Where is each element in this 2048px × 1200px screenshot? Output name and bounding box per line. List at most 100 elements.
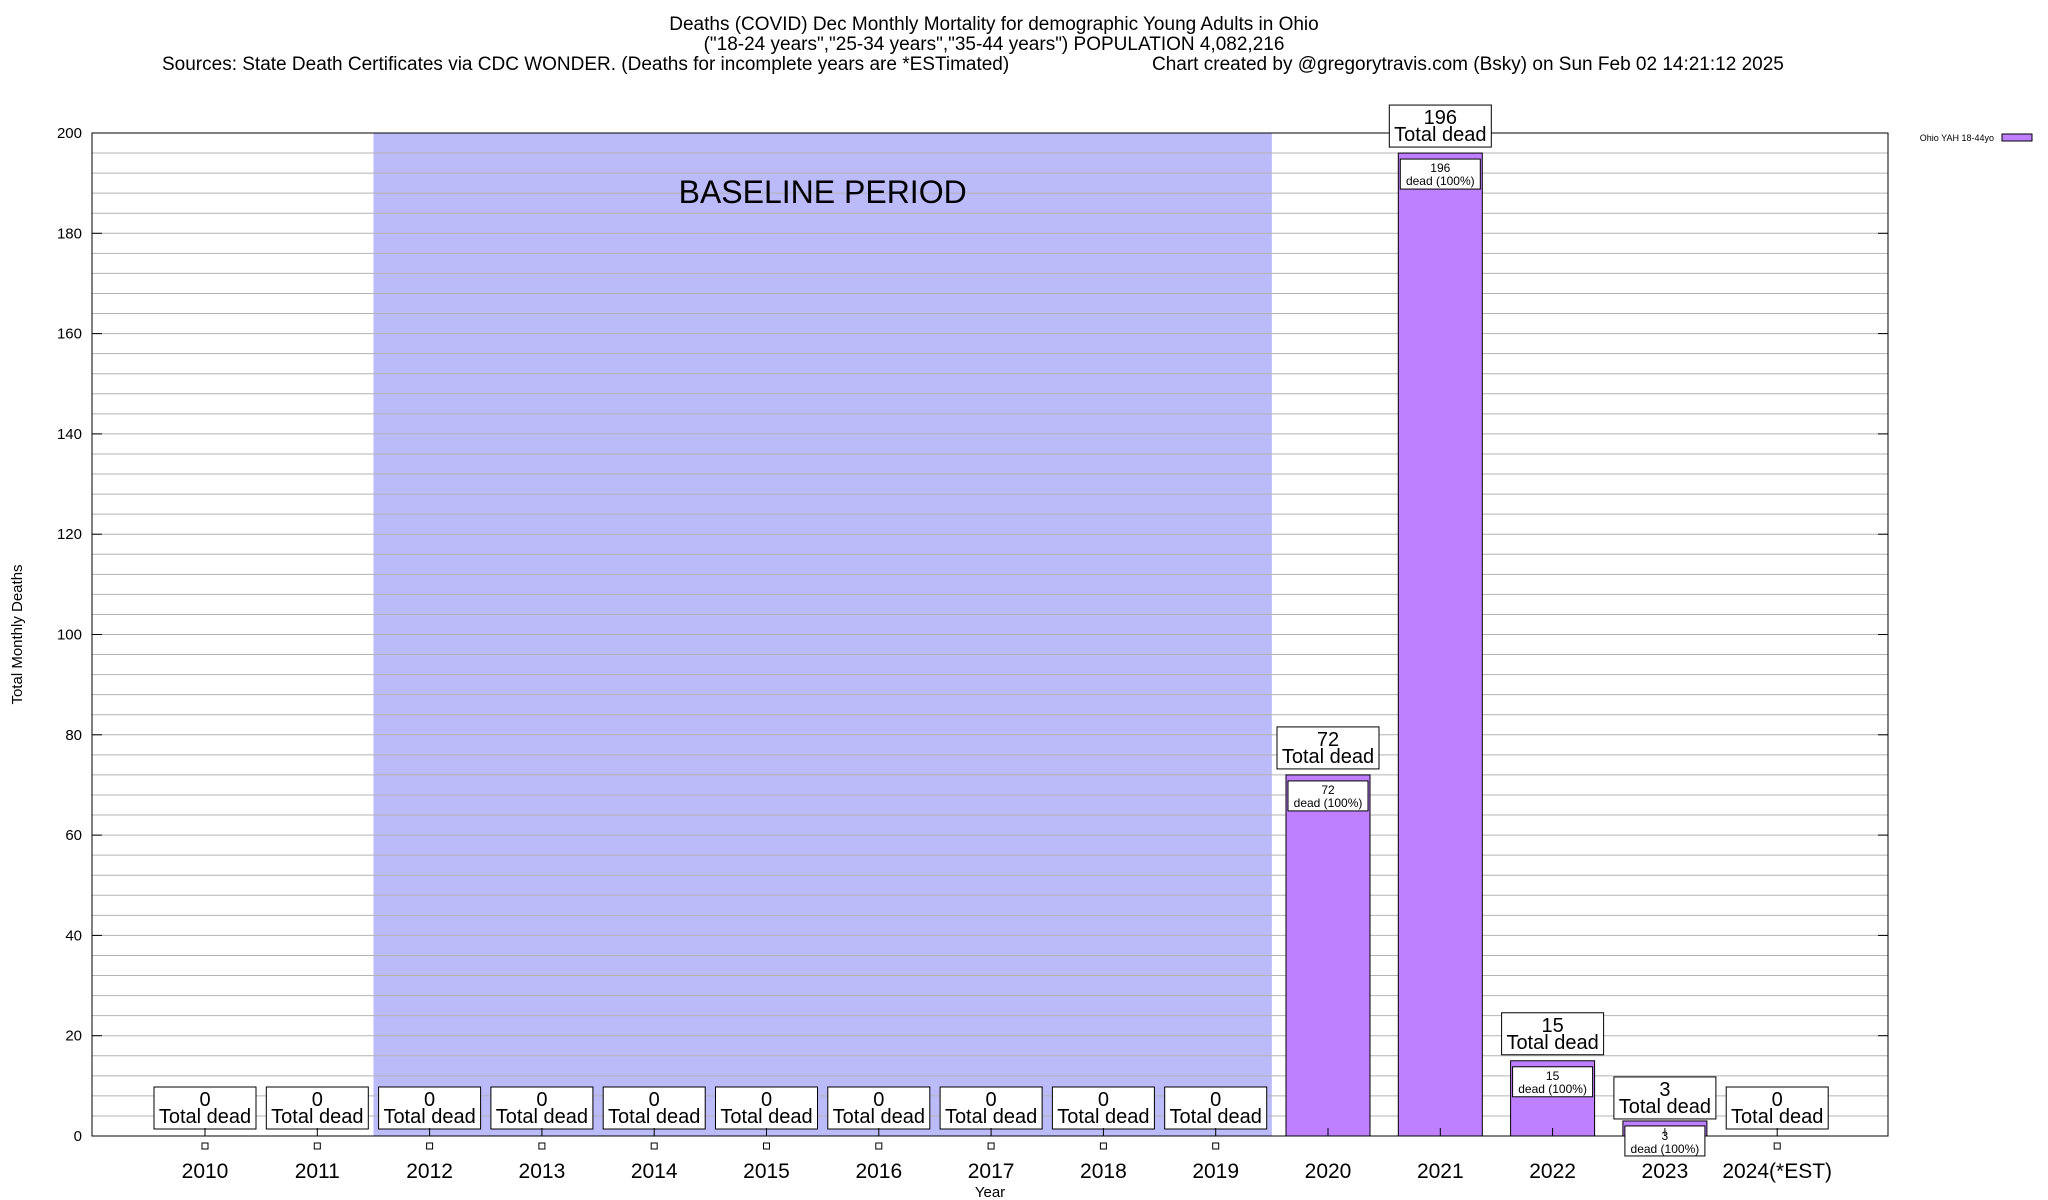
total-label-box <box>1164 1086 1268 1130</box>
total-value-label: 0 <box>761 1089 772 1111</box>
legend-swatch <box>2001 133 2033 142</box>
total-label-box <box>602 1086 706 1130</box>
chart-subtitle: ("18-24 years","25-34 years","35-44 year… <box>703 34 1285 55</box>
y-tick-label: 40 <box>65 927 82 944</box>
total-label-box <box>1501 1012 1605 1056</box>
x-tick-label: 2011 <box>295 1160 340 1183</box>
x-tick-label: 2014 <box>631 1160 678 1183</box>
zero-marker <box>313 1142 321 1150</box>
total-dead-label: Total dead <box>720 1106 812 1128</box>
zero-marker <box>426 1142 434 1150</box>
y-axis-title: Total Monthly Deaths <box>9 564 26 704</box>
bar-inner-label: dead (100%) <box>1518 1082 1587 1096</box>
total-dead-label: Total dead <box>1619 1096 1711 1118</box>
total-value-label: 0 <box>986 1089 997 1111</box>
total-label-box <box>1613 1076 1717 1120</box>
total-dead-label: Total dead <box>833 1106 925 1128</box>
total-value-label: 196 <box>1424 107 1457 129</box>
x-tick-label: 2019 <box>1192 1160 1239 1183</box>
total-value-label: 3 <box>1659 1079 1670 1101</box>
y-tick-label: 200 <box>57 125 82 142</box>
bar-inner-value: 15 <box>1546 1069 1560 1083</box>
total-label-box <box>827 1086 931 1130</box>
y-tick-label: 20 <box>65 1028 82 1045</box>
total-label-box <box>153 1086 257 1130</box>
zero-marker <box>1212 1142 1220 1150</box>
y-tick-label: 60 <box>65 827 82 844</box>
y-tick-label: 160 <box>57 326 82 343</box>
bar-inner-value: 196 <box>1430 161 1450 175</box>
chart-sources: Sources: State Death Certificates via CD… <box>162 54 1010 75</box>
total-label-box <box>378 1086 482 1130</box>
total-dead-label: Total dead <box>271 1106 363 1128</box>
total-dead-label: Total dead <box>945 1106 1037 1128</box>
total-value-label: 72 <box>1317 729 1339 751</box>
total-value-label: 0 <box>1098 1089 1109 1111</box>
total-value-label: 0 <box>873 1089 884 1111</box>
total-dead-label: Total dead <box>159 1106 251 1128</box>
total-dead-label: Total dead <box>1506 1032 1598 1054</box>
total-label-box <box>939 1086 1043 1130</box>
zero-marker <box>875 1142 883 1150</box>
zero-marker <box>987 1142 995 1150</box>
y-tick-label: 100 <box>57 627 82 644</box>
bar-inner-label-box <box>1287 780 1369 812</box>
bar-inner-label: dead (100%) <box>1294 796 1363 810</box>
x-tick-label: 2020 <box>1305 1160 1352 1183</box>
baseline-period-label: BASELINE PERIOD <box>679 174 967 210</box>
x-tick-label: 2010 <box>182 1160 229 1183</box>
x-tick-label: 2021 <box>1417 1160 1464 1183</box>
total-value-label: 15 <box>1541 1015 1563 1037</box>
x-tick-label: 2012 <box>406 1160 453 1183</box>
x-tick-label: 2022 <box>1529 1160 1576 1183</box>
total-value-label: 0 <box>536 1089 547 1111</box>
zero-marker <box>1099 1142 1107 1150</box>
total-dead-label: Total dead <box>496 1106 588 1128</box>
x-tick-label: 2016 <box>855 1160 902 1183</box>
x-tick-label: 2024(*EST) <box>1722 1160 1832 1183</box>
total-dead-label: Total dead <box>1170 1106 1262 1128</box>
y-tick-label: 180 <box>57 225 82 242</box>
total-dead-label: Total dead <box>1057 1106 1149 1128</box>
total-dead-label: Total dead <box>1731 1106 1823 1128</box>
zero-marker <box>650 1142 658 1150</box>
total-label-box <box>1725 1086 1829 1130</box>
total-value-label: 0 <box>199 1089 210 1111</box>
bar <box>1285 774 1371 1137</box>
legend-label: Ohio YAH 18-44yo <box>1920 133 1994 143</box>
x-tick-label: 2015 <box>743 1160 790 1183</box>
y-tick-label: 140 <box>57 426 82 443</box>
y-tick-label: 80 <box>65 727 82 744</box>
x-tick-label: 2013 <box>519 1160 566 1183</box>
total-dead-label: Total dead <box>383 1106 475 1128</box>
bar-inner-label-box <box>1512 1066 1594 1098</box>
chart-title: Deaths (COVID) Dec Monthly Mortality for… <box>669 14 1319 35</box>
total-dead-label: Total dead <box>1282 746 1374 768</box>
total-value-label: 0 <box>1772 1089 1783 1111</box>
total-value-label: 0 <box>312 1089 323 1111</box>
y-tick-label: 0 <box>74 1128 82 1145</box>
total-label-box <box>715 1086 818 1130</box>
x-axis-title: Year <box>975 1184 1005 1200</box>
bar-inner-label-box <box>1399 158 1481 190</box>
zero-marker <box>1773 1142 1781 1150</box>
y-tick-label: 120 <box>57 526 82 543</box>
x-tick-label: 2018 <box>1080 1160 1127 1183</box>
total-label-box <box>1388 104 1492 148</box>
x-tick-label: 2017 <box>968 1160 1015 1183</box>
bar-inner-label: dead (100%) <box>1631 1142 1700 1156</box>
bar-inner-label: dead (100%) <box>1406 174 1475 188</box>
zero-marker <box>763 1142 770 1150</box>
bar-inner-value: 72 <box>1321 783 1335 797</box>
x-tick-label: 2023 <box>1642 1160 1689 1183</box>
bar <box>1397 152 1483 1137</box>
zero-marker <box>538 1142 546 1150</box>
total-value-label: 0 <box>424 1089 435 1111</box>
zero-marker <box>201 1142 209 1150</box>
total-value-label: 0 <box>649 1089 660 1111</box>
plot-frame <box>91 132 1889 1137</box>
total-dead-label: Total dead <box>1394 124 1486 146</box>
total-value-label: 0 <box>1210 1089 1221 1111</box>
total-label-box <box>1276 726 1380 770</box>
